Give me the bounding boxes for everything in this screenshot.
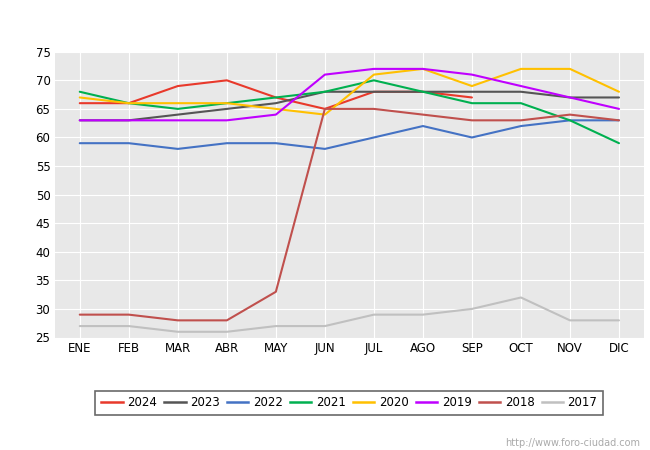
Legend: 2024, 2023, 2022, 2021, 2020, 2019, 2018, 2017: 2024, 2023, 2022, 2021, 2020, 2019, 2018…	[96, 391, 603, 415]
Text: http://www.foro-ciudad.com: http://www.foro-ciudad.com	[505, 438, 640, 448]
Text: Afiliados en Almajano a 30/9/2024: Afiliados en Almajano a 30/9/2024	[183, 14, 467, 33]
